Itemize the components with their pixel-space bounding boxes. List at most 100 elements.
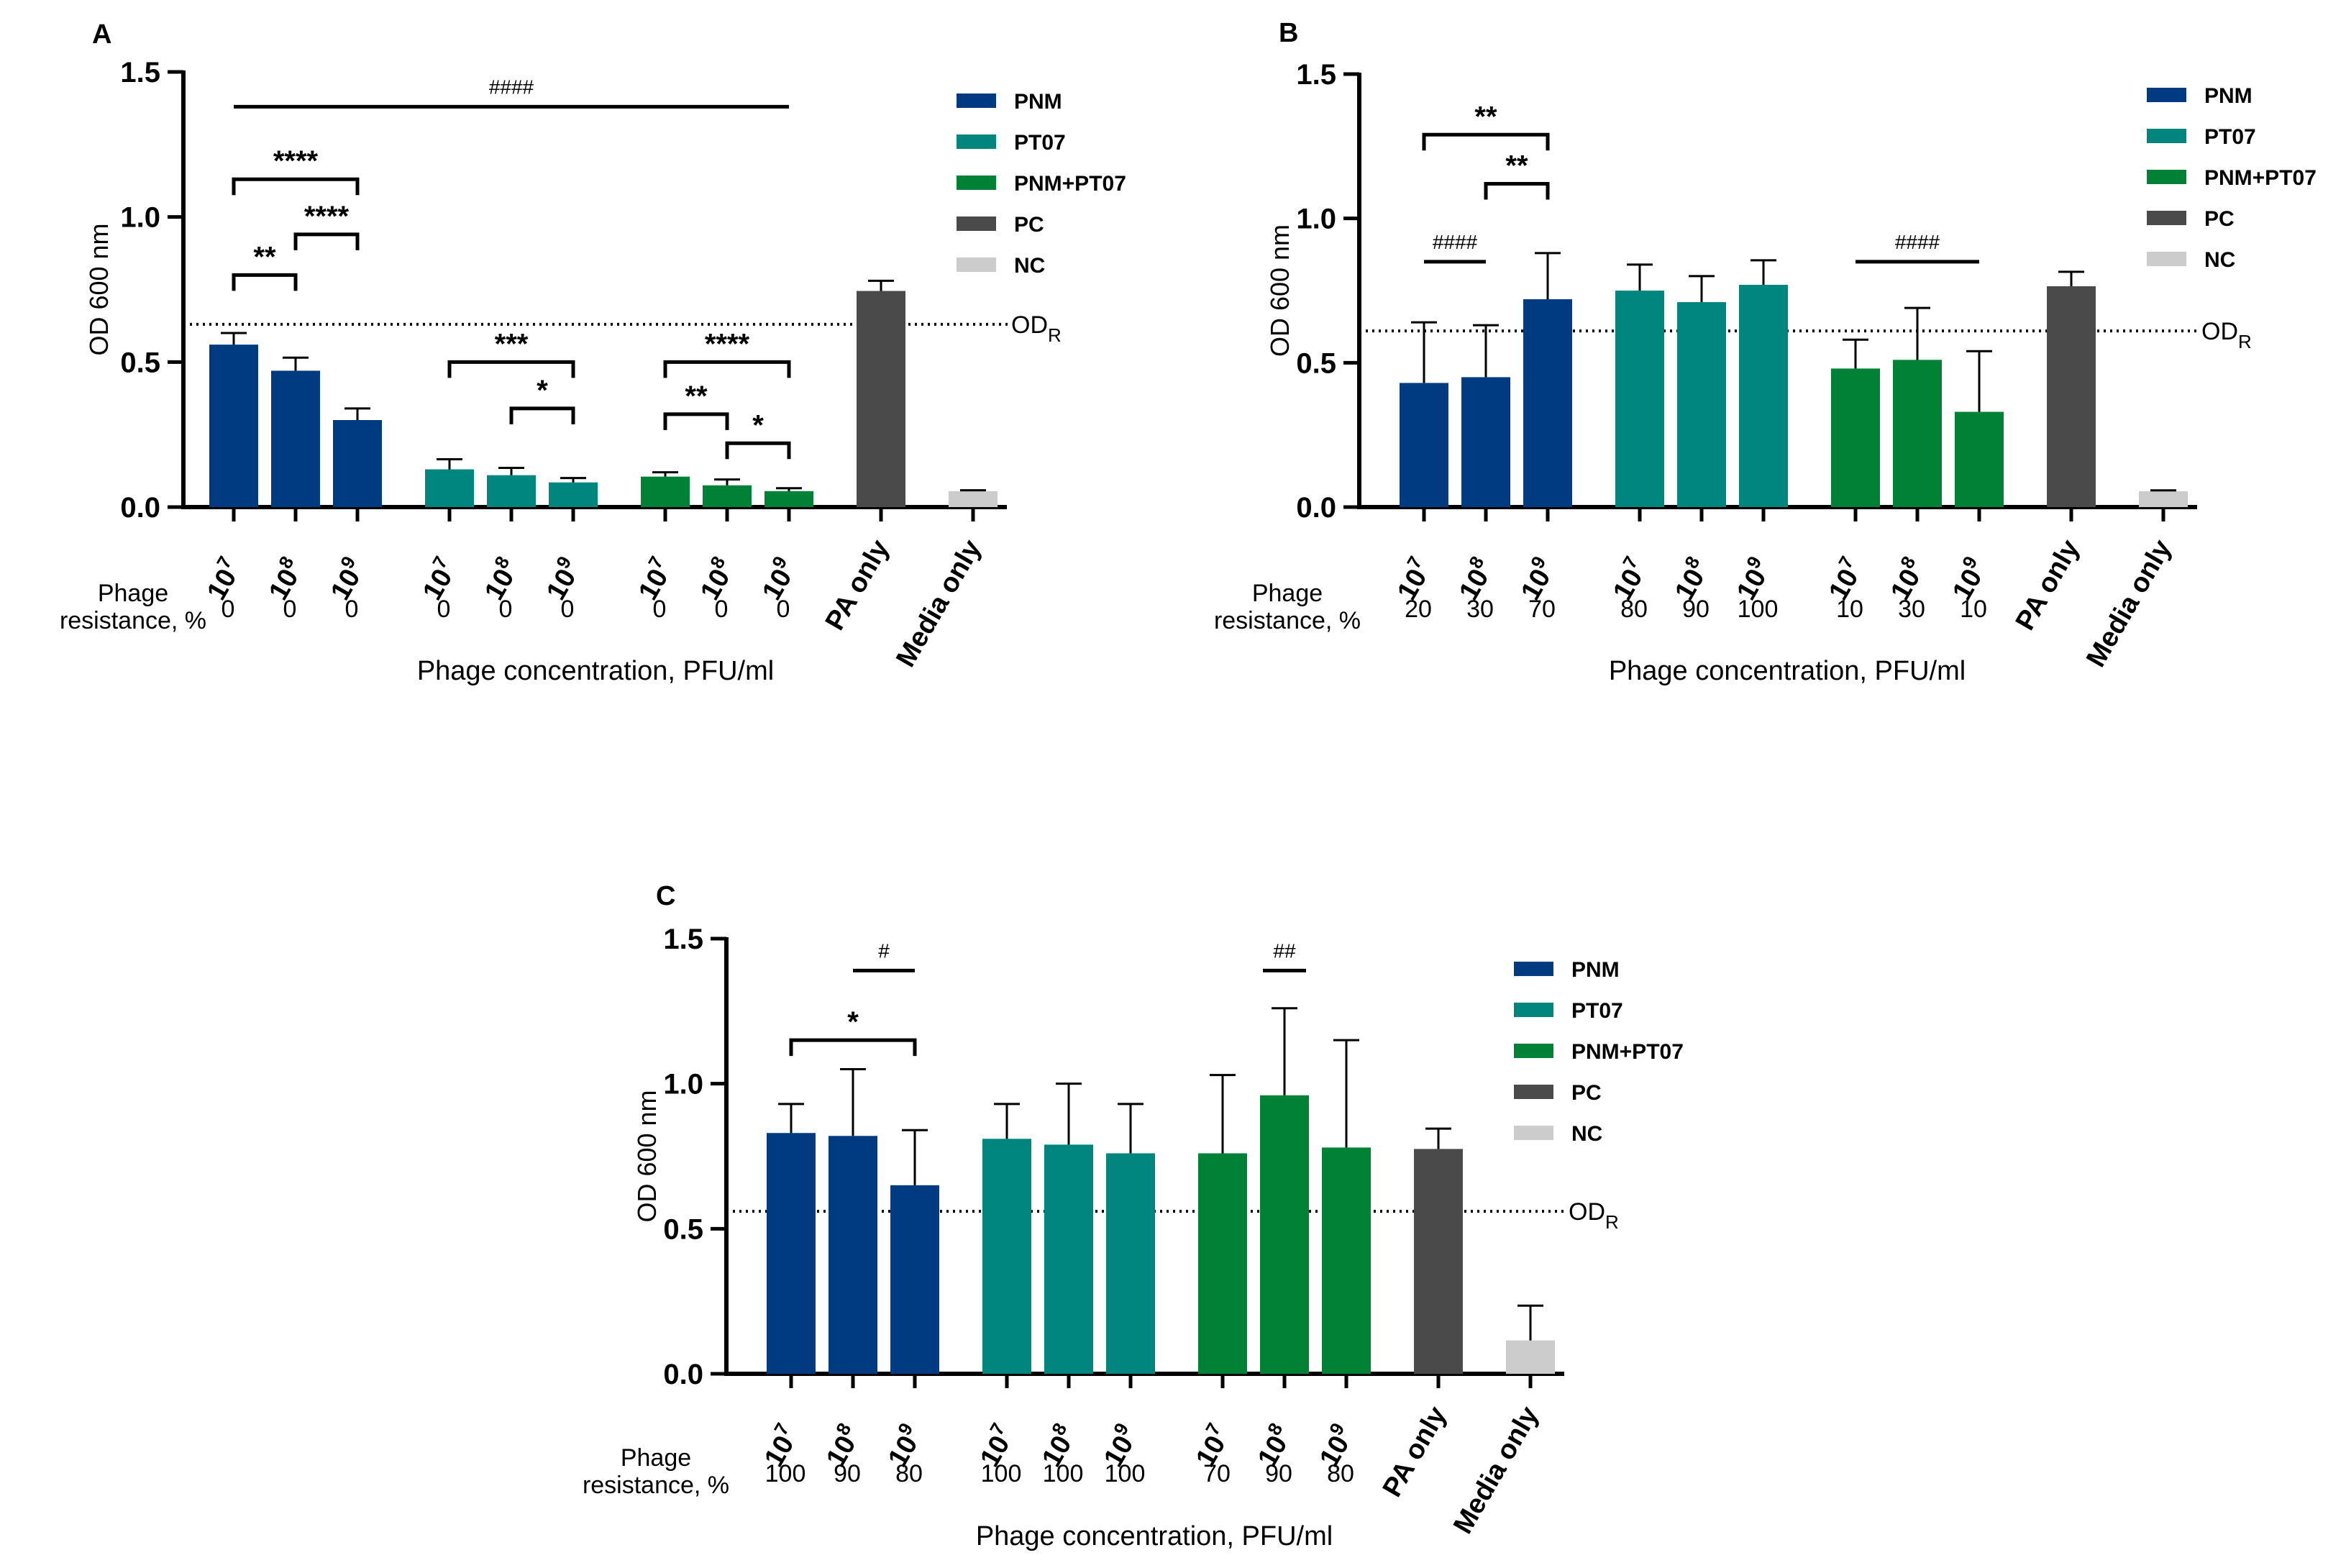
legend-swatch <box>2147 252 2186 266</box>
resistance-value: 90 <box>1265 1460 1292 1487</box>
category-label: Media only <box>890 535 987 673</box>
legend-swatch <box>1514 1003 1553 1017</box>
resistance-value: 20 <box>1405 596 1432 623</box>
resistance-value: 0 <box>715 596 729 623</box>
legend-label: NC <box>1014 254 1045 278</box>
panel-c: C0.00.51.01.5OD 600 nm ODR107100108901098… <box>583 881 1684 1551</box>
legend-swatch <box>957 257 996 272</box>
y-tick-label: 0.0 <box>663 1359 703 1390</box>
significance-label: **** <box>273 145 319 177</box>
resistance-label: resistance, % <box>1214 607 1361 634</box>
bar <box>641 476 690 507</box>
resistance-value: 100 <box>1738 596 1779 623</box>
significance-label: * <box>752 409 764 441</box>
resistance-value: 10 <box>1836 596 1863 623</box>
y-tick-label: 0.5 <box>1296 347 1336 379</box>
significance-bracket <box>447 360 575 378</box>
bar <box>890 1185 939 1374</box>
significance-label: # <box>878 939 890 962</box>
significance-bracket <box>232 273 298 291</box>
bar <box>209 345 258 507</box>
threshold-label: ODR <box>2201 318 2252 352</box>
threshold-label: ODR <box>1011 311 1062 346</box>
y-tick-label: 0.0 <box>1296 492 1336 524</box>
bar <box>1260 1095 1309 1374</box>
bar <box>764 491 813 507</box>
bar <box>1506 1340 1555 1374</box>
bar <box>2047 286 2096 507</box>
bar <box>1106 1153 1155 1374</box>
y-tick-label: 0.5 <box>663 1213 703 1245</box>
panel-b: B0.00.51.01.5OD 600 nm ODR107201083010970… <box>1214 18 2317 686</box>
bar <box>2139 491 2188 507</box>
threshold-label-main: OD <box>2201 318 2238 345</box>
y-tick-label: 1.0 <box>120 202 160 234</box>
significance-label: **** <box>304 201 350 232</box>
bar <box>1615 291 1664 507</box>
y-tick-label: 1.5 <box>120 57 160 88</box>
legend-label: PNM <box>2204 84 2253 108</box>
significance-label: #### <box>489 76 534 98</box>
legend-label: PC <box>1014 213 1044 237</box>
significance-bracket <box>232 177 360 196</box>
legend-label: PNM+PT07 <box>1571 1040 1684 1064</box>
resistance-value: 70 <box>1528 596 1556 623</box>
bar <box>271 370 320 507</box>
resistance-value: 0 <box>561 596 575 623</box>
bar <box>1461 377 1510 507</box>
resistance-value: 30 <box>1898 596 1925 623</box>
resistance-value: 100 <box>1043 1460 1084 1487</box>
y-tick-label: 0.0 <box>120 492 160 524</box>
resistance-value: 0 <box>653 596 667 623</box>
threshold-label-sub: R <box>1605 1211 1619 1233</box>
threshold-label-main: OD <box>1569 1198 1605 1226</box>
legend-label: PNM <box>1014 90 1062 114</box>
bar <box>829 1136 877 1374</box>
legend-swatch <box>957 94 996 108</box>
y-tick-label: 1.5 <box>1296 59 1336 91</box>
legend-label: PT07 <box>1014 131 1066 155</box>
significance-label: ** <box>1505 150 1528 182</box>
x-axis-label: Phage concentration, PFU/ml <box>1609 656 1966 686</box>
category-label: PA only <box>820 535 895 636</box>
bar <box>487 475 536 507</box>
significance-bracket <box>1484 182 1550 200</box>
bar <box>1955 411 2004 507</box>
bar <box>1322 1147 1371 1374</box>
legend-swatch <box>2147 129 2186 143</box>
bar <box>703 485 752 507</box>
significance-bracket <box>663 412 729 430</box>
threshold-label: ODR <box>1569 1198 1619 1233</box>
resistance-value: 0 <box>437 596 451 623</box>
legend-label: PT07 <box>2204 125 2256 149</box>
resistance-value: 70 <box>1203 1460 1231 1487</box>
legend-label: PNM+PT07 <box>2204 166 2317 190</box>
panel-a: A0.00.51.01.5OD 600 nm ODR107010801090107… <box>60 19 1126 686</box>
panel-letter: B <box>1279 18 1298 48</box>
legend-swatch <box>2147 170 2186 184</box>
legend-swatch <box>1514 1044 1553 1058</box>
legend-swatch <box>957 176 996 190</box>
legend-swatch <box>957 135 996 149</box>
bar <box>1400 383 1448 507</box>
bar <box>1831 368 1880 507</box>
resistance-label: resistance, % <box>60 607 206 634</box>
significance-label: ## <box>1273 939 1296 962</box>
panel-letter: A <box>92 19 111 50</box>
significance-bracket <box>1422 132 1550 151</box>
significance-bracket <box>293 232 360 250</box>
legend-label: NC <box>1571 1122 1602 1146</box>
category-label: Media only <box>1448 1402 1545 1539</box>
bar <box>549 482 598 507</box>
bar <box>1893 360 1942 507</box>
resistance-value: 0 <box>345 596 359 623</box>
resistance-value: 0 <box>499 596 513 623</box>
significance-label: * <box>847 1006 859 1038</box>
legend-swatch <box>2147 88 2186 102</box>
legend-swatch <box>1514 1085 1553 1099</box>
legend-label: PC <box>2204 207 2235 231</box>
significance-label: * <box>537 375 548 406</box>
significance-bracket <box>509 406 575 424</box>
resistance-value: 90 <box>834 1460 861 1487</box>
